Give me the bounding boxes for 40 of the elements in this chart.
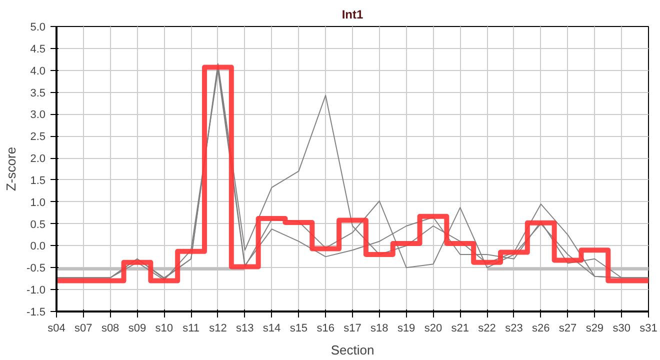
x-tick-label: s26 [532, 322, 550, 334]
x-tick-label: s12 [209, 322, 227, 334]
x-tick-label: s11 [182, 322, 200, 334]
y-tick-label: -1.5 [26, 306, 46, 318]
x-tick-label: s15 [290, 322, 308, 334]
x-tick-label: s18 [370, 322, 388, 334]
y-tick-label: 1.0 [30, 196, 46, 209]
y-tick-label: 0.0 [30, 240, 46, 253]
x-tick-label: s07 [74, 322, 92, 334]
y-tick-label: 4.0 [30, 65, 46, 78]
x-tick-label: s31 [640, 322, 658, 334]
x-tick-label: s19 [397, 322, 416, 334]
x-tick-label: s20 [424, 322, 442, 334]
x-tick-label: s17 [344, 322, 362, 334]
y-tick-label: 1.5 [30, 174, 46, 187]
x-tick-label: s04 [48, 322, 66, 334]
y-tick-label: 2.5 [30, 131, 46, 144]
y-tick-label: 0.5 [30, 218, 46, 231]
x-tick-label: s30 [612, 322, 630, 334]
chart-title: Int1 [342, 8, 364, 22]
x-tick-label: s21 [451, 322, 470, 334]
y-tick-label: 3.5 [30, 87, 46, 100]
y-axis-title: Z-score [4, 146, 19, 192]
x-tick-label: s22 [478, 322, 496, 334]
x-tick-label: s13 [236, 322, 254, 334]
y-tick-label: 2.0 [30, 153, 46, 166]
x-tick-label: s29 [586, 322, 604, 334]
y-tick-label: 5.0 [30, 22, 46, 34]
y-tick-label: 4.5 [30, 43, 46, 56]
x-tick-label: s09 [128, 322, 146, 334]
x-tick-label: s16 [316, 322, 334, 334]
x-axis-title: Section [330, 342, 374, 358]
y-tick-label: -1.0 [26, 284, 46, 297]
y-tick-label: 3.0 [30, 109, 46, 122]
x-tick-label: s23 [505, 322, 523, 334]
x-tick-label: s08 [101, 322, 120, 334]
x-tick-label: s14 [262, 322, 281, 334]
x-tick-label: s27 [558, 322, 577, 334]
x-tick-label: s10 [155, 322, 174, 334]
y-tick-label: -0.5 [26, 262, 46, 275]
